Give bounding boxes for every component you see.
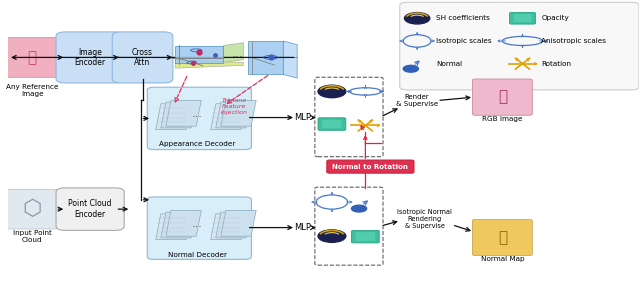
Text: Normal to Rotation: Normal to Rotation	[332, 164, 408, 170]
Text: Normal Decoder: Normal Decoder	[168, 252, 227, 258]
Text: Image
Encoder: Image Encoder	[75, 48, 106, 67]
Text: RGB Image: RGB Image	[482, 116, 523, 122]
Polygon shape	[161, 102, 196, 128]
FancyBboxPatch shape	[472, 79, 532, 115]
Circle shape	[318, 85, 346, 98]
Text: Render
& Supervise: Render & Supervise	[396, 94, 438, 107]
Polygon shape	[175, 60, 244, 68]
Text: Normal Map: Normal Map	[481, 256, 524, 262]
FancyBboxPatch shape	[318, 118, 346, 130]
FancyBboxPatch shape	[147, 87, 252, 150]
FancyBboxPatch shape	[315, 77, 383, 157]
FancyBboxPatch shape	[56, 32, 124, 83]
Text: Anisotropic scales: Anisotropic scales	[541, 38, 607, 44]
FancyBboxPatch shape	[400, 2, 639, 90]
Polygon shape	[221, 210, 256, 236]
Text: Triplane
Feature
Injection: Triplane Feature Injection	[221, 98, 248, 115]
FancyBboxPatch shape	[472, 219, 532, 256]
Text: 🚛: 🚛	[498, 230, 507, 245]
FancyBboxPatch shape	[6, 189, 58, 229]
Text: Appearance Decoder: Appearance Decoder	[159, 141, 236, 147]
Text: Isotropic Normal
Rendering
& Supervise: Isotropic Normal Rendering & Supervise	[397, 209, 452, 229]
Polygon shape	[161, 212, 196, 238]
Text: SH coefficients: SH coefficients	[436, 15, 490, 21]
Polygon shape	[216, 102, 251, 128]
Text: Point Cloud
Encoder: Point Cloud Encoder	[68, 200, 112, 219]
FancyBboxPatch shape	[147, 197, 252, 259]
Polygon shape	[223, 43, 244, 62]
Text: Opacity: Opacity	[541, 15, 569, 21]
Text: ⬡: ⬡	[22, 199, 42, 219]
FancyBboxPatch shape	[315, 187, 383, 265]
Polygon shape	[166, 100, 201, 126]
FancyBboxPatch shape	[513, 14, 532, 22]
Text: ···: ···	[192, 223, 203, 233]
FancyBboxPatch shape	[56, 188, 124, 230]
Circle shape	[403, 65, 419, 72]
Circle shape	[404, 13, 429, 24]
Text: Isotropic scales: Isotropic scales	[436, 38, 492, 44]
Text: ···: ···	[231, 51, 243, 64]
FancyBboxPatch shape	[356, 232, 375, 241]
Text: Input Point
Cloud: Input Point Cloud	[13, 230, 51, 243]
Text: 🚛: 🚛	[498, 89, 507, 105]
Polygon shape	[166, 210, 201, 236]
Polygon shape	[175, 46, 223, 62]
Text: Normal: Normal	[436, 61, 462, 67]
Polygon shape	[248, 41, 284, 74]
Text: Cross
Attn: Cross Attn	[132, 48, 153, 67]
Polygon shape	[156, 104, 191, 130]
FancyBboxPatch shape	[112, 32, 173, 83]
FancyBboxPatch shape	[327, 160, 414, 173]
FancyBboxPatch shape	[6, 38, 58, 77]
Text: Any Reference
Image: Any Reference Image	[6, 84, 58, 97]
Polygon shape	[284, 41, 297, 78]
FancyBboxPatch shape	[509, 13, 536, 24]
Polygon shape	[211, 214, 246, 240]
Polygon shape	[211, 104, 246, 130]
Polygon shape	[216, 212, 251, 238]
Text: MLP: MLP	[294, 113, 311, 122]
Polygon shape	[221, 100, 256, 126]
FancyBboxPatch shape	[323, 120, 342, 129]
Text: 🚚: 🚚	[28, 50, 36, 65]
Circle shape	[318, 230, 346, 242]
Polygon shape	[156, 214, 191, 240]
FancyBboxPatch shape	[351, 230, 380, 243]
Circle shape	[351, 205, 367, 212]
Text: Rotation: Rotation	[541, 61, 572, 67]
Text: ···: ···	[192, 113, 203, 123]
Text: MLP: MLP	[294, 223, 311, 232]
